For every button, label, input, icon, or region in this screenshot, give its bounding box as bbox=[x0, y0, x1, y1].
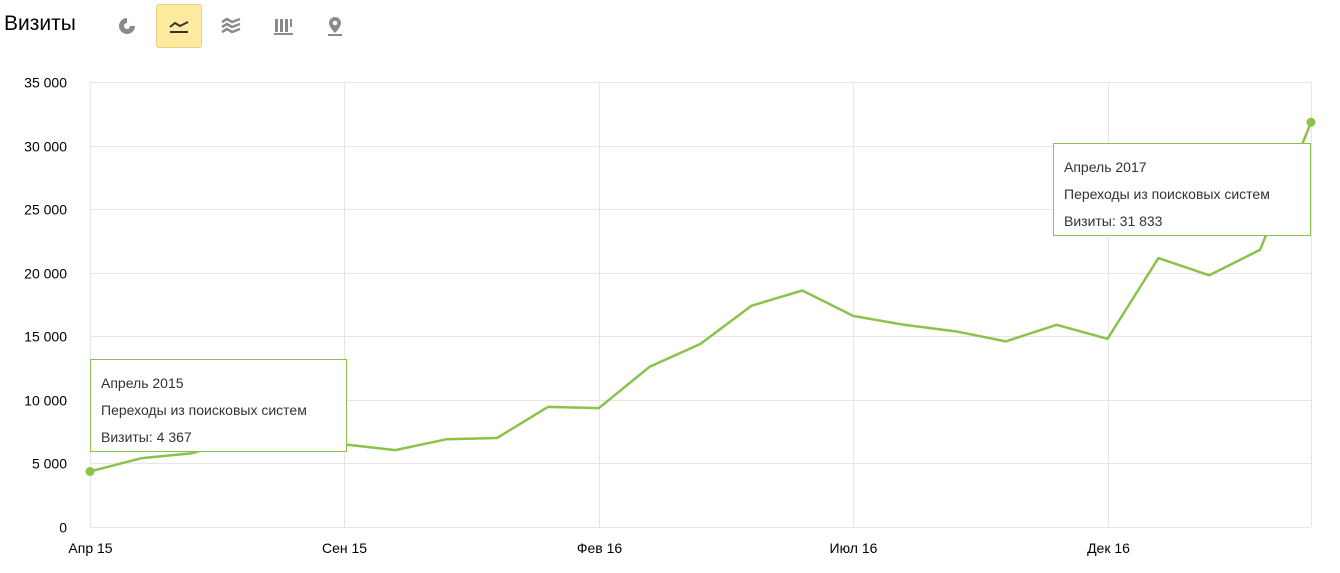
pie-chart-icon bbox=[119, 18, 135, 34]
y-tick-label: 5 000 bbox=[32, 456, 67, 472]
page-title: Визиты bbox=[4, 12, 76, 35]
map-pin-icon bbox=[328, 17, 342, 36]
pie-chart-button[interactable] bbox=[104, 4, 150, 48]
tooltip-date: Апрель 2017 bbox=[1064, 159, 1147, 175]
chart-type-toolbar bbox=[104, 4, 364, 48]
line-chart-icon bbox=[169, 21, 189, 33]
bar-chart-button[interactable] bbox=[260, 4, 306, 48]
chart-tooltip: Апрель 2015 Переходы из поисковых систем В… bbox=[90, 359, 347, 452]
x-tick-label: Июл 16 bbox=[830, 540, 878, 556]
x-tick-label: Фев 16 bbox=[577, 540, 623, 556]
x-tick-label: Дек 16 bbox=[1087, 540, 1130, 556]
map-button[interactable] bbox=[312, 4, 358, 48]
y-tick-label: 25 000 bbox=[24, 202, 67, 218]
area-chart-button[interactable] bbox=[208, 4, 254, 48]
line-chart-button[interactable] bbox=[156, 4, 202, 48]
tooltip-date: Апрель 2015 bbox=[101, 375, 184, 391]
x-tick-label: Апр 15 bbox=[68, 540, 112, 556]
tooltip-value: Визиты: 4 367 bbox=[101, 429, 192, 445]
tooltip-series: Переходы из поисковых систем bbox=[1064, 186, 1270, 202]
x-tick-label: Сен 15 bbox=[322, 540, 367, 556]
y-tick-label: 20 000 bbox=[24, 266, 67, 282]
tooltip-value: Визиты: 31 833 bbox=[1064, 213, 1163, 229]
y-tick-label: 15 000 bbox=[24, 329, 67, 345]
y-tick-label: 35 000 bbox=[24, 75, 67, 91]
y-tick-label: 0 bbox=[59, 520, 67, 536]
y-tick-label: 30 000 bbox=[24, 139, 67, 155]
tooltip-series: Переходы из поисковых систем bbox=[101, 402, 307, 418]
bar-chart-icon bbox=[274, 19, 293, 35]
area-chart-icon bbox=[221, 17, 241, 34]
y-axis: 0 5 000 10 000 15 000 20 000 25 000 30 000 35 0… bbox=[24, 75, 67, 536]
highlighted-point bbox=[1306, 117, 1316, 127]
y-tick-label: 10 000 bbox=[24, 393, 67, 409]
x-axis: Апр 15 Сен 15 Фев 16 Июл 16 Дек 16 bbox=[68, 540, 1130, 556]
chart-tooltip: Апрель 2017 Переходы из поисковых систем В… bbox=[1053, 143, 1311, 236]
highlighted-point bbox=[85, 466, 95, 476]
